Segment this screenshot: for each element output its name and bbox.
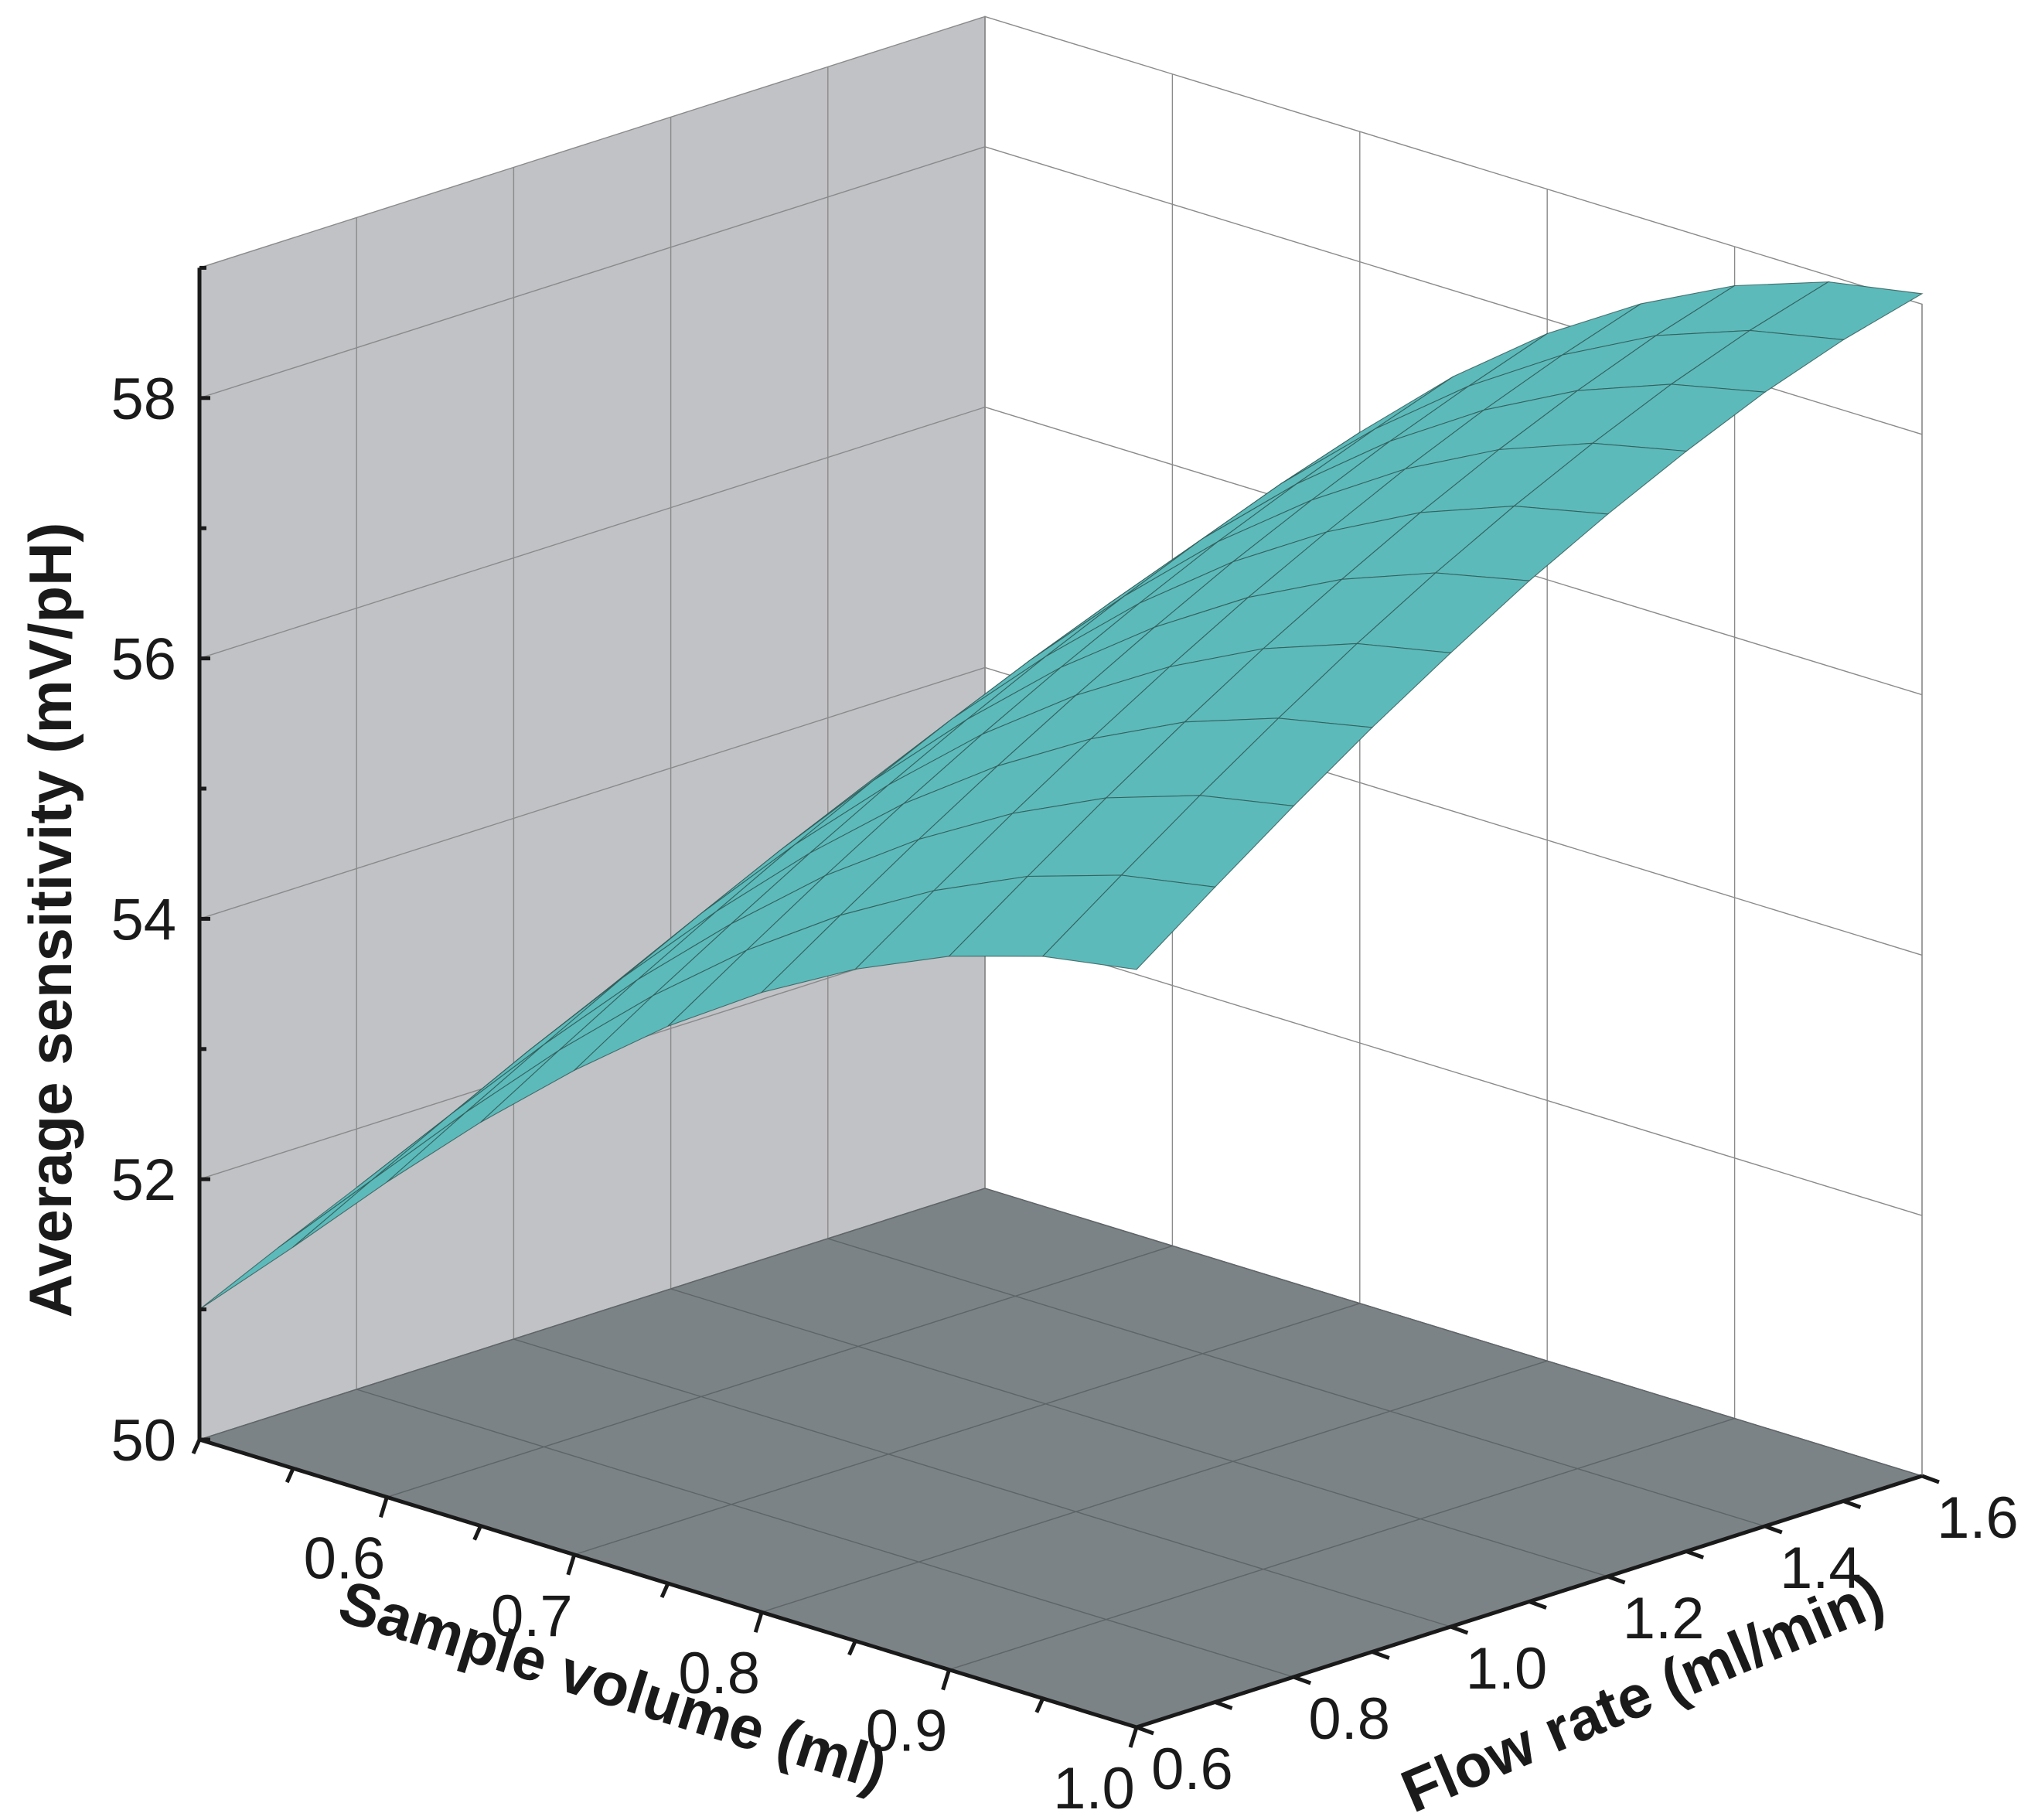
floor-grid-y xyxy=(670,1288,1608,1577)
y-tick xyxy=(1528,1600,1547,1610)
floor-grid-y xyxy=(513,1338,1451,1627)
y-tick-label: 1.6 xyxy=(1937,1485,2019,1551)
x-tick xyxy=(941,1668,951,1691)
z-tick-label: 58 xyxy=(111,366,176,432)
y-tick-label: 0.8 xyxy=(1308,1686,1390,1752)
floor-grid-x xyxy=(199,1188,986,1440)
x-tick xyxy=(1128,1726,1139,1748)
surface-cell xyxy=(1041,874,1216,970)
left-wall-hgrid xyxy=(199,666,986,920)
y-tick xyxy=(1607,1574,1626,1585)
floor-grid-x xyxy=(574,1303,1361,1556)
left-wall-hgrid xyxy=(199,406,986,659)
z-tick-label: 56 xyxy=(111,627,176,693)
y-tick-label: 1.2 xyxy=(1623,1586,1705,1651)
x-tick xyxy=(753,1611,764,1633)
x-tick-label: 0.9 xyxy=(866,1699,948,1764)
left-wall-hgrid xyxy=(199,146,986,399)
x-tick-label: 0.8 xyxy=(678,1641,760,1706)
y-tick xyxy=(1214,1700,1233,1710)
x-tick xyxy=(1034,1697,1045,1713)
y-tick-label: 1.0 xyxy=(1466,1636,1548,1702)
y-tick xyxy=(1293,1675,1312,1685)
y-tick xyxy=(1450,1624,1469,1635)
surface-mesh xyxy=(199,281,1924,1310)
y-tick xyxy=(1371,1650,1390,1660)
y-tick xyxy=(1842,1499,1862,1509)
x-tick-label: 0.6 xyxy=(304,1525,386,1591)
y-tick xyxy=(1764,1524,1783,1535)
x-tick xyxy=(566,1554,577,1576)
y-tick-label: 1.4 xyxy=(1780,1535,1862,1601)
y-tick xyxy=(1685,1549,1705,1559)
chart-gridlines xyxy=(199,16,1923,1728)
floor-grid-y xyxy=(827,1238,1766,1527)
x-tick xyxy=(379,1496,389,1518)
right-wall-hgrid xyxy=(984,927,1923,1216)
x-tick xyxy=(659,1582,670,1599)
floor-grid-y xyxy=(984,1188,1923,1477)
y-tick xyxy=(1136,1725,1154,1736)
floor-grid-y xyxy=(356,1389,1294,1678)
z-axis-title: Average sensitivity (mV/pH) xyxy=(16,523,84,1318)
z-tick-label: 54 xyxy=(111,887,176,953)
x-tick xyxy=(472,1525,482,1541)
x-tick-label: 1.0 xyxy=(1053,1756,1135,1820)
y-tick xyxy=(1921,1474,1940,1484)
chart-axes xyxy=(191,265,1940,1748)
x-tick xyxy=(191,1438,202,1455)
floor-grid-x xyxy=(387,1245,1173,1498)
x-tick xyxy=(285,1467,295,1484)
z-tick-label: 52 xyxy=(111,1147,176,1213)
x-tick xyxy=(847,1640,857,1656)
y-tick-label: 0.6 xyxy=(1151,1736,1233,1802)
floor-grid-x xyxy=(949,1417,1735,1671)
x-tick-label: 0.7 xyxy=(491,1583,573,1649)
floor-grid-x xyxy=(761,1360,1548,1613)
z-tick-label: 50 xyxy=(111,1408,176,1474)
